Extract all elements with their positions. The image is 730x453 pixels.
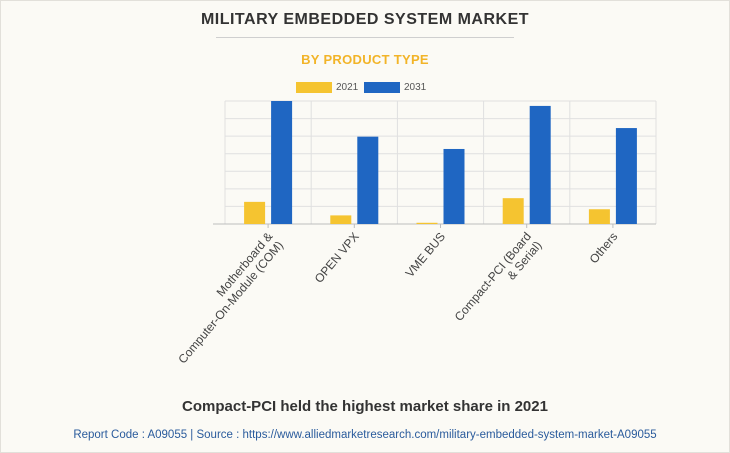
chart-subtitle: BY PRODUCT TYPE xyxy=(301,52,429,67)
legend-label-2031: 2031 xyxy=(404,81,427,93)
source-footer: Report Code : A09055 | Source : https://… xyxy=(73,429,657,441)
bar-2031-0 xyxy=(271,101,293,224)
x-tick-label-line: OPEN VPX xyxy=(312,230,362,286)
legend-label-2021: 2021 xyxy=(336,81,359,93)
legend-swatch-2021 xyxy=(296,81,332,93)
x-tick-label: Others xyxy=(587,230,621,267)
legend-swatch-2031 xyxy=(364,81,400,93)
legend-item-2021: 2021 xyxy=(296,80,358,94)
bar-2021-4 xyxy=(588,209,610,224)
bar-2021-0 xyxy=(244,201,266,224)
bar-2031-4 xyxy=(615,128,637,224)
bar-2021-3 xyxy=(502,198,524,224)
x-tick-label: OPEN VPX xyxy=(312,230,362,286)
x-tick-label-line: VME BUS xyxy=(403,230,448,280)
x-tick-label: Compact-PCI (Board& Serial) xyxy=(452,229,545,332)
legend-item-2031: 2031 xyxy=(364,80,426,94)
bar-2021-2 xyxy=(416,222,438,224)
x-tick-label: VME BUS xyxy=(403,230,448,280)
chart-caption: Compact-PCI held the highest market shar… xyxy=(182,398,548,415)
bar-2021-1 xyxy=(330,215,352,224)
bar-chart: Motherboard &Computer-On-Module (COM) OPE… xyxy=(165,100,657,366)
legend: 2021 2031 xyxy=(0,80,730,94)
title-divider xyxy=(216,37,514,38)
bar-2031-2 xyxy=(443,148,465,224)
bar-2031-1 xyxy=(357,136,379,224)
x-tick-label-line: Computer-On-Module (COM) xyxy=(175,238,286,366)
chart-title: MILITARY EMBEDDED SYSTEM MARKET xyxy=(200,11,530,28)
x-tick-label: Motherboard &Computer-On-Module (COM) xyxy=(165,229,286,366)
x-tick-label-line: Compact-PCI (Board xyxy=(452,229,534,323)
bar-2031-3 xyxy=(529,105,551,224)
x-tick-label-line: Others xyxy=(587,230,621,267)
